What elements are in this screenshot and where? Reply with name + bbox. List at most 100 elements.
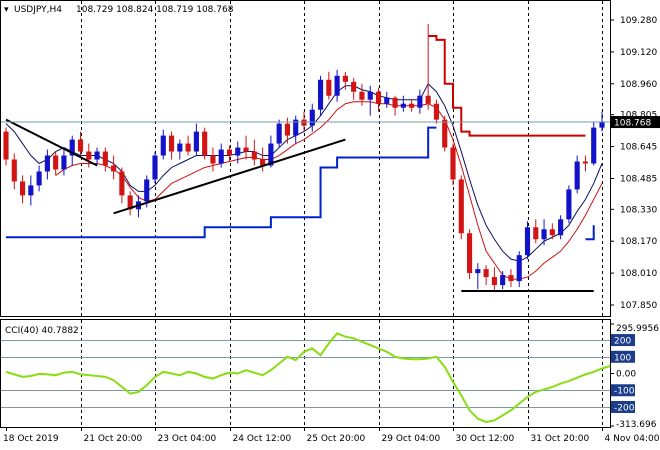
candle (508, 269, 514, 288)
candle-body (599, 121, 605, 128)
candle-body (127, 195, 133, 210)
candle-body (177, 143, 183, 152)
cci-indicator-label: CCI(40) 40.7882 (5, 326, 79, 336)
candle-body (392, 97, 398, 108)
time-tick-label: 25 Oct 20:00 (307, 434, 366, 444)
price-tick-label: 107.850 (620, 301, 657, 311)
price-tick-label: 109.280 (620, 16, 657, 26)
time-tick-label: 23 Oct 04:00 (158, 434, 217, 444)
candle (160, 129, 166, 160)
candle-body (268, 143, 274, 166)
candle-body (491, 277, 497, 286)
candle (566, 185, 572, 224)
candle (450, 143, 456, 186)
candle (475, 263, 481, 290)
candle (500, 271, 506, 290)
candle (524, 221, 531, 260)
candle-body (524, 227, 531, 256)
cci-tick-label: -200 (614, 403, 635, 413)
time-tick-label: 30 Oct 12:00 (456, 434, 515, 444)
candle-body (235, 147, 241, 156)
candle (152, 151, 158, 184)
candle (218, 143, 224, 168)
candle (226, 145, 233, 162)
candle (582, 155, 589, 172)
candle (260, 147, 266, 172)
candle (119, 167, 125, 204)
candle (36, 165, 42, 192)
cci-tick-label: -100 (614, 387, 635, 397)
candle (44, 149, 50, 180)
candle (276, 119, 282, 148)
cci-level-box (611, 350, 635, 363)
price-axis: 109.280 109.120 108.960 108.805 108.645 108.4… (610, 16, 660, 311)
cci-level-box (611, 384, 635, 397)
candle (351, 77, 357, 100)
candle-body (508, 275, 514, 282)
price-tick-label: 108.645 (620, 143, 657, 153)
candle-body (251, 151, 257, 160)
candle-body (276, 123, 282, 144)
candle-body (475, 269, 481, 274)
candle-body (574, 161, 580, 190)
candle (19, 175, 26, 204)
candle-body (558, 219, 564, 236)
candle-body (433, 103, 440, 120)
candle-body (202, 131, 208, 156)
candle (185, 135, 191, 156)
price-tick-label: 109.120 (620, 48, 657, 58)
candle (591, 121, 597, 166)
symbol-label: USDJPY,H4 (14, 5, 62, 15)
candle (102, 147, 108, 172)
candle-body (119, 171, 125, 196)
candle (309, 103, 315, 132)
trendline (5, 118, 98, 167)
candle-body (284, 123, 291, 136)
price-tick-label: 108.960 (620, 80, 657, 90)
candle-body (516, 255, 522, 282)
candle-body (409, 103, 415, 108)
candle-body (309, 109, 315, 126)
candle-body (533, 227, 539, 240)
candle (86, 143, 92, 168)
candle (533, 219, 539, 244)
candle-body (11, 159, 17, 182)
candle-body (582, 161, 589, 164)
candle (3, 127, 9, 166)
cci-levels-layer (1, 340, 610, 408)
candle (28, 175, 34, 206)
candle-body (591, 127, 597, 164)
candle (516, 251, 522, 288)
candle-body (152, 155, 158, 180)
candle-body (334, 75, 340, 96)
price-pane-frame (0, 0, 611, 317)
candle (69, 135, 75, 166)
lower-band-line (585, 225, 595, 241)
candle (317, 75, 324, 116)
candle (243, 135, 249, 160)
upper-band-line (428, 34, 586, 137)
candle-body (193, 131, 199, 152)
ohlc-readout: 108.729 108.824 108.719 108.768 (76, 5, 234, 15)
candle-body (69, 139, 75, 156)
candle-body (384, 97, 390, 104)
candle (458, 175, 464, 240)
candle (466, 229, 473, 280)
cci-tick-label: -313.696 (616, 420, 657, 430)
chart-header-arrow[interactable]: ▾ (4, 5, 9, 15)
candle (53, 151, 59, 176)
candles-layer (3, 23, 605, 292)
candle-body (111, 165, 117, 172)
candle (483, 265, 489, 286)
candle (177, 139, 183, 160)
time-tick-label: 24 Oct 12:00 (233, 434, 292, 444)
candle (94, 147, 100, 166)
candle-body (442, 119, 448, 148)
candle-body (326, 79, 332, 96)
price-tick-label: 108.805 (620, 111, 657, 121)
price-tick-label: 108.010 (620, 269, 657, 279)
candle (384, 91, 390, 108)
candle (549, 223, 555, 240)
candle (442, 115, 448, 152)
